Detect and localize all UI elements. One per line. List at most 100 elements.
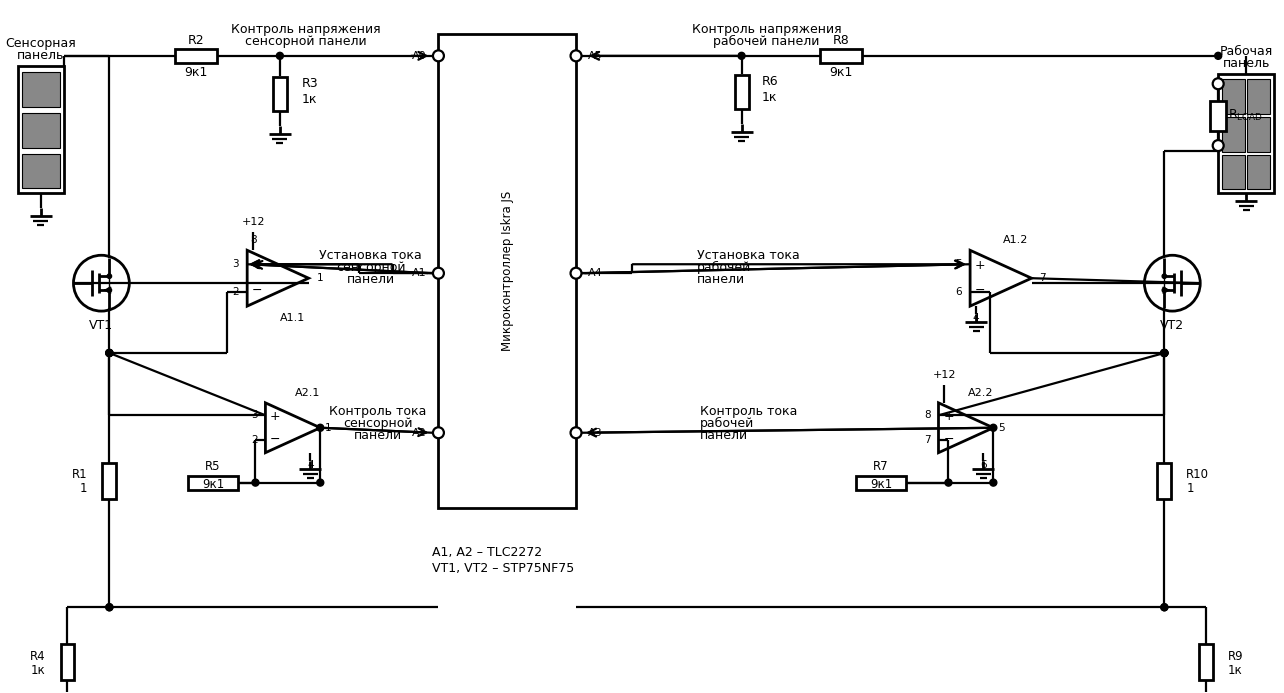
Circle shape — [1215, 53, 1221, 60]
Text: 3: 3 — [232, 259, 239, 270]
Text: панель: панель — [1222, 58, 1270, 70]
Text: 6: 6 — [955, 287, 962, 297]
Text: VT1, VT2 – STP75NF75: VT1, VT2 – STP75NF75 — [433, 562, 575, 575]
Circle shape — [107, 274, 112, 279]
Text: 1: 1 — [317, 273, 324, 283]
Text: сенсорной панели: сенсорной панели — [245, 35, 367, 49]
Circle shape — [1161, 349, 1168, 356]
Text: 9к1: 9к1 — [829, 67, 853, 79]
Text: +12: +12 — [241, 218, 265, 227]
Circle shape — [105, 349, 113, 356]
Text: 2: 2 — [250, 435, 258, 445]
Text: 7: 7 — [924, 435, 931, 445]
Text: R10: R10 — [1186, 468, 1210, 481]
Circle shape — [317, 424, 324, 431]
Circle shape — [1161, 349, 1168, 356]
Bar — [22, 113, 59, 148]
Bar — [22, 72, 59, 107]
Bar — [175, 49, 217, 63]
Circle shape — [990, 424, 996, 431]
Text: панели: панели — [700, 429, 747, 442]
Text: сенсорной: сенсорной — [336, 261, 406, 274]
Text: 1: 1 — [1186, 482, 1194, 495]
Circle shape — [105, 604, 113, 611]
Text: Рабочая: Рабочая — [1220, 45, 1272, 58]
Bar — [1157, 463, 1171, 498]
Text: панели: панели — [697, 272, 745, 286]
Text: 1к: 1к — [302, 93, 317, 106]
Text: Установка тока: Установка тока — [320, 249, 422, 262]
Text: A2.1: A2.1 — [295, 388, 321, 398]
Text: R9: R9 — [1229, 649, 1244, 663]
Circle shape — [252, 479, 259, 486]
Text: Контроль тока: Контроль тока — [700, 405, 797, 419]
Circle shape — [738, 53, 745, 60]
Circle shape — [1212, 78, 1224, 89]
Bar — [1199, 644, 1213, 680]
Circle shape — [107, 288, 112, 292]
Bar — [189, 475, 238, 489]
Bar — [438, 34, 577, 507]
Text: сенсорной: сенсорной — [343, 417, 412, 430]
Text: R5: R5 — [205, 460, 221, 473]
Bar — [18, 66, 63, 193]
Text: 6: 6 — [980, 459, 986, 470]
Text: 1: 1 — [325, 423, 331, 432]
Circle shape — [105, 349, 113, 356]
Text: панель: панель — [17, 49, 64, 62]
Text: 5: 5 — [999, 423, 1005, 432]
Text: +: + — [252, 259, 262, 272]
Text: A1: A1 — [412, 268, 426, 278]
Text: 4: 4 — [973, 313, 980, 323]
Text: Сенсорная: Сенсорная — [5, 37, 76, 51]
Text: 7: 7 — [1040, 273, 1046, 283]
Circle shape — [105, 604, 113, 611]
Circle shape — [570, 51, 582, 61]
Text: R7: R7 — [873, 460, 889, 473]
Text: 9к1: 9к1 — [871, 478, 892, 491]
Text: 8: 8 — [250, 236, 257, 245]
Text: Контроль напряжения: Контроль напряжения — [692, 24, 841, 37]
Text: R4: R4 — [30, 649, 45, 663]
Text: 3: 3 — [250, 410, 258, 420]
Text: R2: R2 — [187, 35, 204, 47]
Text: 4: 4 — [307, 459, 313, 470]
Text: 2: 2 — [232, 287, 239, 297]
Text: Контроль тока: Контроль тока — [329, 405, 426, 419]
Text: A5: A5 — [588, 51, 602, 61]
Bar — [103, 463, 117, 498]
Text: 9к1: 9к1 — [202, 478, 225, 491]
Text: A2: A2 — [412, 428, 426, 438]
Circle shape — [317, 479, 324, 486]
Text: A4: A4 — [588, 268, 602, 278]
Circle shape — [570, 267, 582, 279]
Circle shape — [1161, 349, 1168, 356]
Text: R1: R1 — [72, 468, 87, 481]
Text: 1к: 1к — [1229, 664, 1243, 676]
Text: Микроконтроллер Iskra JS: Микроконтроллер Iskra JS — [501, 191, 514, 351]
Text: рабочей: рабочей — [697, 261, 751, 274]
Circle shape — [1162, 274, 1167, 279]
Text: 1к: 1к — [761, 91, 777, 104]
Circle shape — [105, 349, 113, 356]
Bar — [1222, 116, 1245, 152]
Bar — [1219, 73, 1274, 193]
Text: −: − — [270, 432, 281, 446]
Text: панели: панели — [347, 272, 394, 286]
Circle shape — [1212, 140, 1224, 151]
Text: Установка тока: Установка тока — [697, 249, 800, 262]
Text: 1к: 1к — [31, 664, 45, 676]
Text: +12: +12 — [932, 370, 957, 380]
Circle shape — [1161, 349, 1168, 356]
Circle shape — [570, 428, 582, 438]
Text: A3: A3 — [588, 428, 602, 438]
Text: A2.2: A2.2 — [968, 388, 994, 398]
Text: +: + — [975, 259, 985, 272]
Text: +: + — [270, 410, 281, 423]
Text: панели: панели — [353, 429, 402, 442]
Bar — [1222, 155, 1245, 189]
Bar — [60, 644, 74, 680]
Text: А1, А2 – TLC2272: А1, А2 – TLC2272 — [433, 546, 543, 559]
Text: VT1: VT1 — [90, 319, 113, 331]
Bar — [273, 77, 286, 111]
